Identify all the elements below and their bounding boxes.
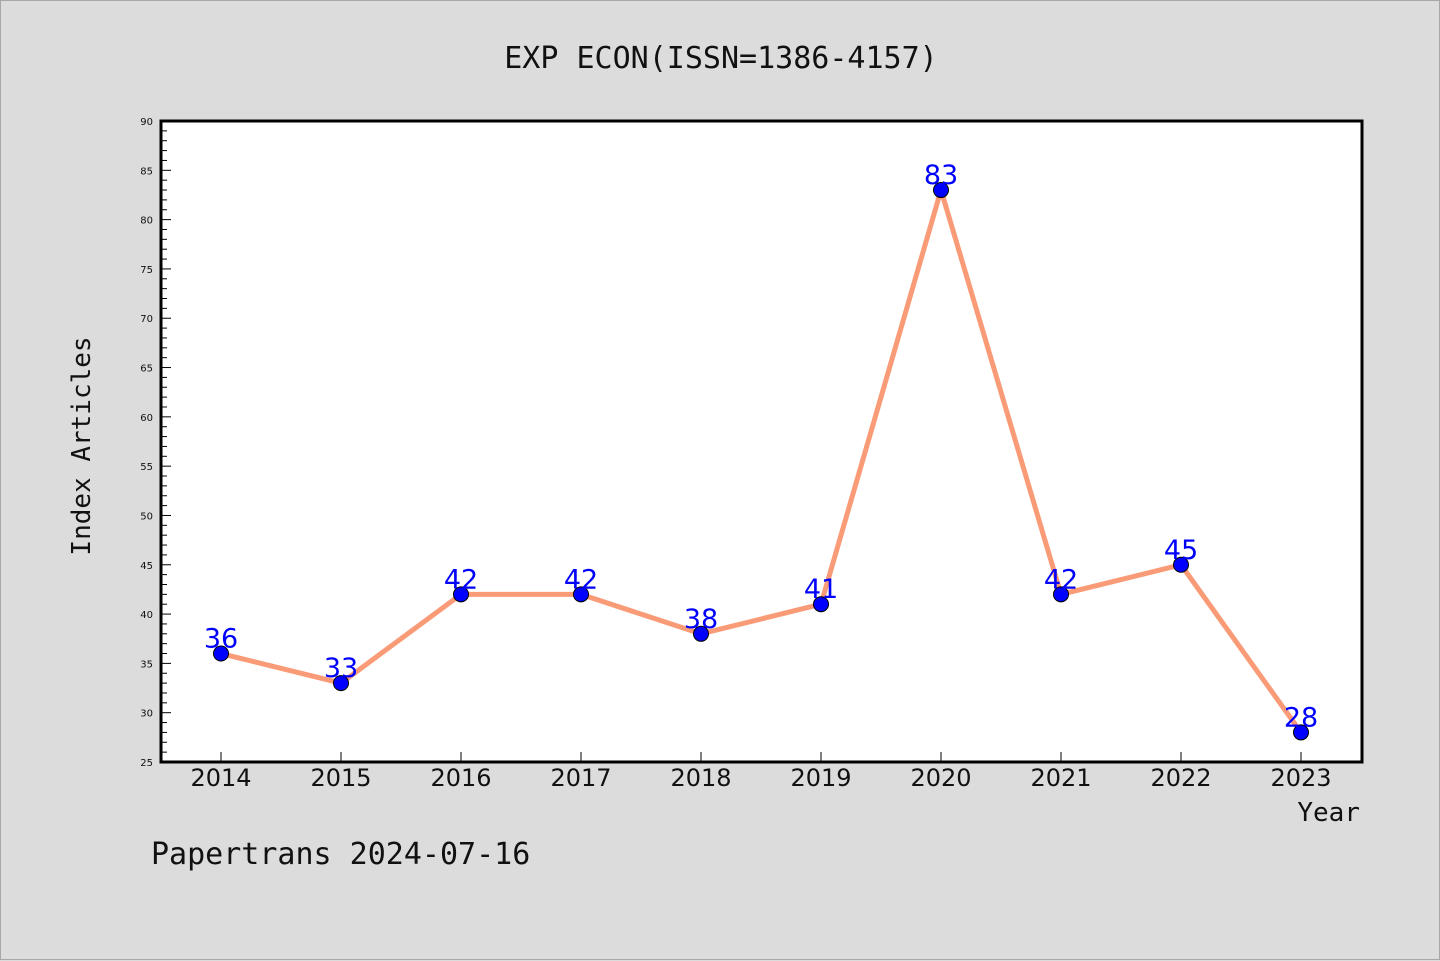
data-labels: 36 33 42 42 38 41 83 42 45 28: [204, 160, 1318, 733]
x-axis-label: Year: [1297, 798, 1360, 828]
data-point: [1293, 724, 1309, 741]
y-tick-label: 70: [140, 314, 153, 325]
y-tick-label: 35: [140, 659, 153, 670]
y-tick-label: 50: [140, 511, 153, 522]
x-axis: 2014 2015 2016 2017 2018 2019 2020 2021 2022 2023: [190, 752, 1332, 792]
y-axis: 25 30 35 40 45 50 55 60 65 70 75 80 85 90: [140, 117, 171, 769]
y-tick-label: 80: [140, 216, 153, 227]
x-tick-label: 2016: [430, 764, 491, 792]
data-label: 42: [444, 564, 478, 595]
x-tick-label: 2021: [1030, 764, 1091, 792]
x-tick-label: 2018: [670, 764, 731, 792]
data-label: 42: [564, 564, 598, 595]
series-polyline: [220, 181, 1304, 734]
data-point: [693, 625, 709, 642]
data-point: [1053, 586, 1069, 603]
y-tick-label: 40: [140, 610, 153, 621]
y-tick-label: 45: [140, 561, 153, 572]
y-tick-label: 60: [140, 413, 153, 424]
x-tick-label: 2019: [790, 764, 851, 792]
series-line: [220, 181, 1304, 734]
data-label: 42: [1044, 564, 1078, 595]
x-tick-label: 2015: [310, 764, 371, 792]
data-label: 45: [1164, 535, 1198, 566]
x-tick-label: 2022: [1150, 764, 1211, 792]
data-label: 33: [324, 653, 358, 684]
y-tick-label: 55: [140, 462, 153, 473]
data-point: [453, 586, 469, 603]
y-tick-label: 75: [140, 265, 153, 276]
footer-text: Papertrans 2024-07-16: [151, 837, 530, 872]
data-point: [1173, 556, 1189, 573]
y-tick-label: 25: [140, 758, 153, 769]
x-tick-label: 2017: [550, 764, 611, 792]
y-tick-label: 90: [140, 117, 153, 128]
chart-title: EXP ECON(ISSN=1386-4157): [504, 41, 937, 76]
data-point: [933, 182, 949, 199]
series-markers: [213, 182, 1309, 741]
x-tick-label: 2023: [1270, 764, 1331, 792]
data-point: [573, 586, 589, 603]
data-label: 36: [204, 624, 238, 655]
data-label: 83: [924, 160, 958, 191]
data-label: 28: [1284, 702, 1318, 733]
y-tick-label: 65: [140, 364, 153, 375]
x-tick-label: 2020: [910, 764, 971, 792]
data-label: 38: [684, 604, 718, 635]
y-tick-label: 85: [140, 166, 153, 177]
data-point: [333, 675, 349, 692]
y-axis-label: Index Articles: [67, 336, 97, 555]
data-point: [213, 645, 229, 662]
data-label: 41: [804, 574, 838, 605]
plot-area: [159, 119, 1364, 764]
data-point: [813, 596, 829, 613]
y-tick-label: 30: [140, 709, 153, 720]
x-tick-label: 2014: [190, 764, 251, 792]
